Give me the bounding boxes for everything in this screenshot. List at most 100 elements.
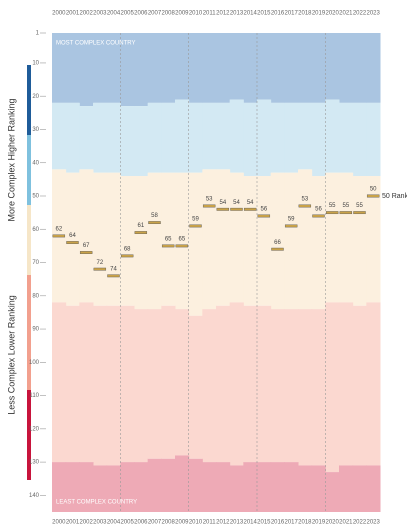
band [216, 462, 231, 512]
band [202, 462, 217, 512]
band [202, 102, 217, 170]
band [257, 305, 272, 463]
band [188, 102, 203, 173]
band [188, 315, 203, 459]
rank-label: 56 [260, 207, 267, 213]
band [257, 33, 272, 100]
rank-marker [202, 204, 216, 208]
band [134, 176, 149, 310]
band [79, 169, 94, 303]
band [257, 99, 272, 177]
x-tick-label: 2010 [189, 520, 203, 526]
band [298, 309, 313, 466]
band-label: MOST COMPLEX COUNTRY [56, 41, 135, 47]
band [284, 102, 299, 173]
rank-label: 55 [342, 203, 349, 209]
x-tick-label: 2006 [134, 520, 148, 526]
x-tick-label: 2022 [353, 520, 367, 526]
band [229, 302, 244, 466]
band [134, 33, 149, 107]
rank-label: 58 [151, 213, 158, 219]
x-tick-label: 2012 [216, 520, 230, 526]
band [339, 33, 354, 103]
axis-label: Less Complex Lower Ranking [6, 295, 16, 415]
x-tick-label: 2009 [175, 11, 189, 17]
band [188, 458, 203, 512]
x-tick-label: 2015 [257, 11, 271, 17]
band [106, 465, 121, 512]
rank-label: 66 [274, 240, 281, 246]
band [270, 102, 285, 173]
rank-marker [216, 207, 230, 211]
band [216, 102, 231, 170]
band [311, 309, 326, 466]
band [325, 99, 340, 173]
band [65, 172, 80, 306]
x-tick-label: 2013 [230, 520, 244, 526]
band [229, 99, 244, 173]
x-tick-label: 2007 [148, 520, 162, 526]
band [311, 33, 326, 103]
y-tick-label: 20 [32, 94, 39, 100]
rank-label: 55 [329, 203, 336, 209]
x-tick-label: 2006 [134, 11, 148, 17]
band [161, 33, 176, 103]
band [243, 102, 258, 177]
rank-label: 64 [69, 233, 76, 239]
rank-label: 54 [233, 200, 240, 206]
band [147, 102, 162, 173]
band [243, 462, 258, 512]
x-tick-label: 2020 [325, 520, 339, 526]
rank-marker [189, 224, 202, 228]
band [352, 305, 367, 466]
x-tick-label: 2020 [325, 11, 339, 17]
rank-marker [257, 214, 271, 218]
rank-label: 67 [83, 243, 90, 249]
rank-label: 59 [288, 217, 295, 223]
band [147, 172, 162, 310]
band [243, 176, 258, 306]
x-tick-label: 2015 [257, 520, 271, 526]
axis-label: More Complex Higher Ranking [6, 98, 16, 221]
band [120, 176, 135, 306]
rank-marker [312, 214, 325, 218]
y-tick-label: 50 [32, 194, 39, 200]
band [65, 462, 80, 512]
rank-label: 53 [206, 197, 213, 203]
y-tick-label: 10 [32, 61, 39, 67]
band [65, 305, 80, 463]
band [366, 302, 381, 466]
band [229, 33, 244, 100]
band [79, 462, 94, 512]
band [161, 458, 176, 512]
band [134, 309, 149, 463]
x-tick-label: 2018 [298, 520, 312, 526]
x-tick-label: 2005 [120, 520, 134, 526]
band [120, 305, 135, 463]
scale-bar [27, 390, 31, 480]
x-tick-label: 2023 [366, 520, 380, 526]
scale-bar [27, 275, 31, 390]
band [106, 102, 121, 173]
band [93, 305, 108, 466]
x-tick-label: 2022 [353, 11, 367, 17]
rank-label: 54 [247, 200, 254, 206]
x-tick-label: 2016 [271, 11, 285, 17]
band [311, 102, 326, 177]
band [79, 302, 94, 463]
rank-marker [366, 194, 380, 198]
band [270, 309, 285, 463]
rank-marker [107, 274, 120, 278]
band [79, 33, 94, 107]
y-tick-label: 120 [29, 426, 40, 432]
scale-bar [27, 205, 31, 275]
x-tick-label: 2007 [148, 11, 162, 17]
band [284, 309, 299, 463]
y-tick-label: 60 [32, 227, 39, 233]
band [339, 302, 354, 466]
band [270, 33, 285, 103]
rank-marker [230, 207, 243, 211]
rank-label: 68 [124, 246, 131, 252]
band [216, 33, 231, 103]
band [325, 172, 340, 303]
